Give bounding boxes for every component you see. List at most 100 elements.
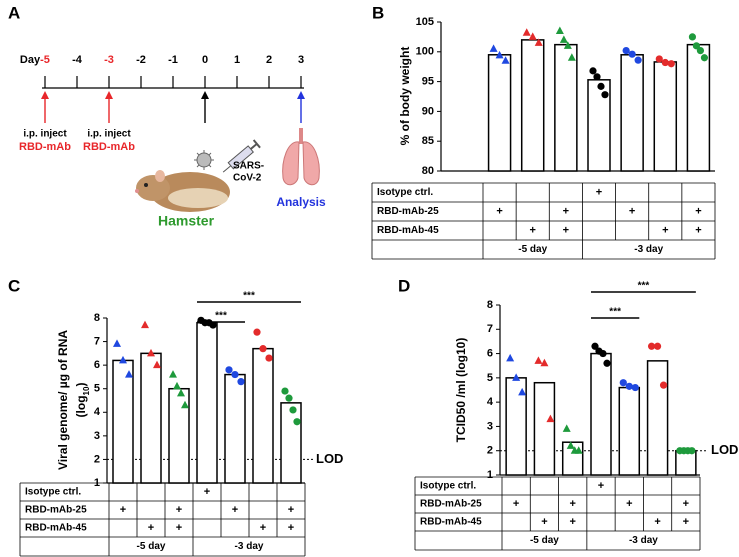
table-cell: + — [120, 504, 126, 516]
data-point — [125, 370, 133, 378]
table-cell: + — [695, 205, 701, 217]
row-label: Isotype ctrl. — [25, 487, 81, 498]
data-point — [113, 339, 121, 347]
data-point — [119, 355, 127, 364]
bar — [590, 352, 612, 476]
data-point — [700, 54, 709, 62]
bar — [520, 39, 545, 172]
data-point — [559, 35, 568, 43]
data-point — [655, 55, 663, 63]
row-label: RBD-mAb-25 — [420, 499, 482, 510]
panel-label: A — [8, 3, 20, 22]
table-cell: + — [513, 498, 519, 510]
data-point — [634, 56, 642, 64]
y-tick-label: 6 — [94, 359, 100, 371]
data-point — [688, 447, 696, 455]
y-tick-label: 3 — [487, 420, 493, 432]
data-point — [265, 354, 273, 362]
data-point — [589, 67, 597, 75]
data-point — [659, 381, 668, 389]
significance-label: *** — [609, 307, 621, 318]
data-point — [628, 50, 636, 58]
data-point — [259, 345, 267, 353]
bar — [686, 43, 711, 172]
y-axis-label-part: ) — [74, 383, 88, 387]
y-tick-label: 100 — [416, 46, 434, 58]
y-tick-label: 6 — [487, 347, 493, 359]
table-cell: + — [148, 522, 154, 534]
data-point — [591, 342, 599, 350]
injection-agent: RBD-mAb — [83, 141, 135, 153]
table-cell: + — [569, 516, 575, 528]
y-tick-label: 80 — [422, 165, 434, 177]
data-point — [622, 47, 630, 55]
bar — [280, 402, 302, 484]
data-point — [237, 378, 245, 386]
table-cell: + — [683, 498, 689, 510]
data-point — [692, 42, 701, 50]
bar — [140, 352, 162, 484]
data-point — [225, 366, 233, 374]
panel-label: D — [398, 276, 410, 295]
significance-label: *** — [215, 311, 227, 322]
significance-label: *** — [638, 281, 650, 292]
data-point — [563, 41, 572, 49]
row-label: RBD-mAb-45 — [25, 523, 87, 534]
table-cell: + — [496, 205, 502, 217]
y-tick-label: 95 — [422, 76, 434, 88]
group-label: -5 day — [518, 244, 547, 255]
virus-icon — [194, 150, 214, 170]
data-point — [181, 400, 189, 409]
data-point — [285, 394, 293, 402]
table-cell: + — [695, 224, 701, 236]
data-point — [653, 342, 662, 350]
bar — [533, 381, 556, 476]
y-tick-label: 8 — [487, 299, 493, 311]
injection-agent: RBD-mAb — [19, 141, 71, 153]
y-tick-label: 5 — [487, 372, 493, 384]
table-cell: + — [598, 480, 604, 492]
table-cell: + — [176, 522, 182, 534]
table-cell: + — [662, 224, 668, 236]
data-point — [601, 91, 609, 99]
data-point — [661, 58, 669, 67]
bar — [646, 360, 669, 476]
y-tick-label: 8 — [94, 312, 100, 324]
table-cell: + — [288, 522, 294, 534]
row-label: Isotype ctrl. — [420, 481, 476, 492]
data-point — [512, 373, 521, 381]
data-point — [169, 370, 177, 378]
data-point — [567, 53, 576, 61]
bar — [653, 61, 678, 172]
data-point — [177, 388, 185, 397]
y-tick-label: 3 — [94, 430, 100, 442]
challenge-text: CoV-2 — [233, 173, 262, 184]
row-label: RBD-mAb-45 — [420, 517, 482, 528]
y-tick-label: 7 — [487, 323, 493, 335]
data-point — [546, 414, 555, 423]
data-point — [501, 56, 510, 64]
reference-label: LOD — [316, 451, 343, 466]
table-cell: + — [563, 224, 569, 236]
group-label: -3 day — [634, 244, 663, 255]
y-tick-label: 1 — [487, 469, 493, 481]
group-label: -3 day — [629, 535, 658, 546]
y-tick-label: 105 — [416, 16, 434, 28]
table-cell: + — [569, 498, 575, 510]
significance-label: *** — [243, 291, 255, 302]
data-point — [495, 50, 504, 59]
table-cell: + — [626, 498, 632, 510]
group-label: -5 day — [137, 541, 166, 552]
data-point — [667, 60, 675, 68]
panel-label: B — [372, 3, 384, 22]
data-point — [603, 359, 611, 367]
y-axis-label: Viral genome/ µg of RNA — [56, 330, 70, 470]
data-point — [696, 47, 705, 55]
data-point — [688, 33, 697, 41]
y-axis-label-part: (log — [74, 395, 88, 417]
day-label: -4 — [72, 54, 83, 66]
day-label: -1 — [168, 54, 178, 66]
data-point — [566, 441, 575, 449]
data-point — [147, 348, 155, 357]
